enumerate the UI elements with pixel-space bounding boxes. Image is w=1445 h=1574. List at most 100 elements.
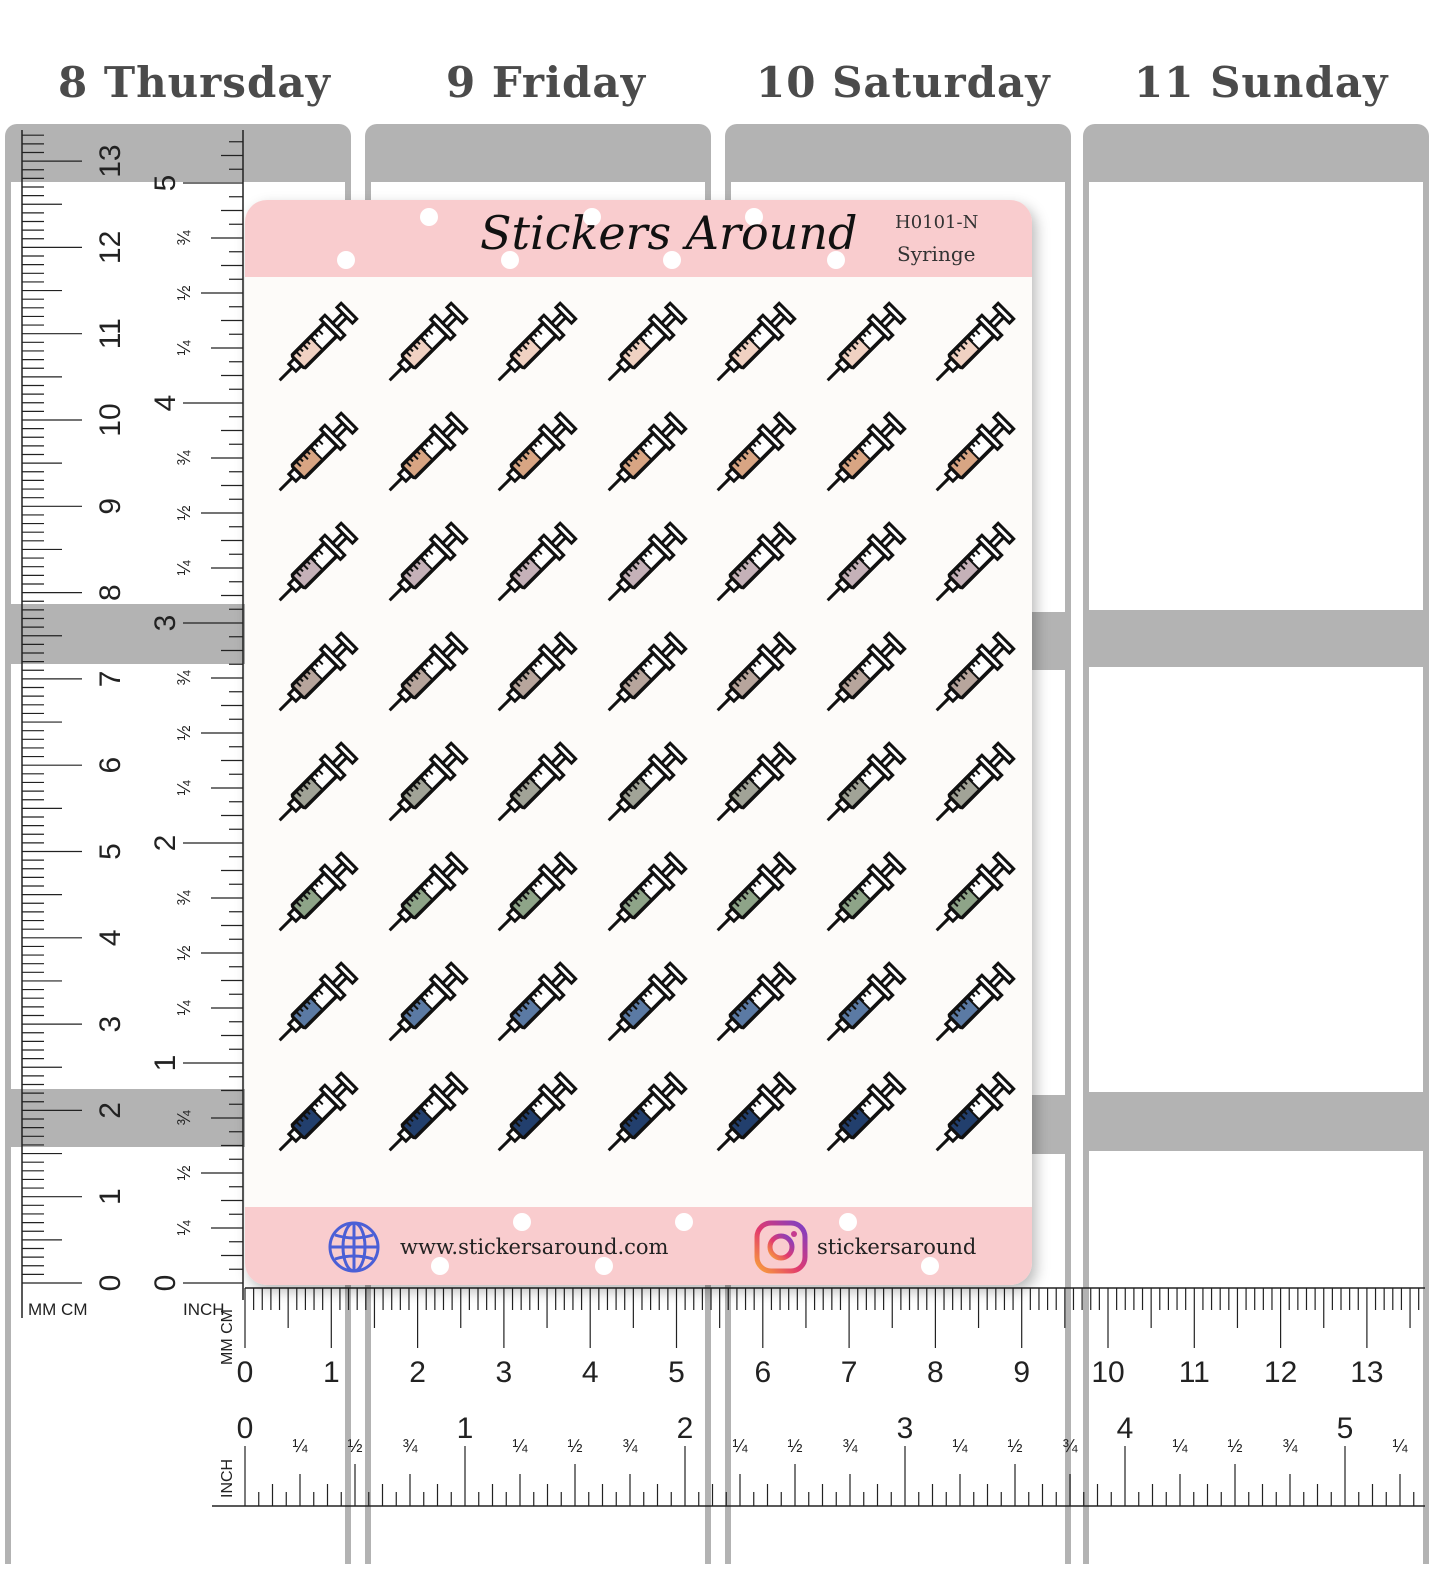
syringe-icon xyxy=(607,301,688,382)
syringe-sticker xyxy=(489,1065,579,1165)
decor-dot xyxy=(583,208,601,226)
syringe-icon xyxy=(607,631,688,712)
syringe-sticker xyxy=(818,1065,908,1165)
ruler-inch-label: ¼ xyxy=(512,1436,528,1456)
ruler-inch-label: ¾ xyxy=(402,1436,418,1456)
ruler-inch-label: ¼ xyxy=(174,1000,194,1016)
syringe-icon xyxy=(826,411,907,492)
syringe-sticker xyxy=(599,735,689,835)
ruler-cm-label: 5 xyxy=(668,1356,685,1389)
syringe-icon xyxy=(388,851,469,932)
syringe-sticker xyxy=(818,845,908,945)
syringe-icon xyxy=(497,411,578,492)
ruler-inch-label: ½ xyxy=(174,505,194,520)
ruler-cm-label: 1 xyxy=(323,1356,340,1389)
syringe-icon xyxy=(497,521,578,602)
syringe-sticker xyxy=(270,735,360,835)
syringe-icon xyxy=(716,301,797,382)
ruler-cm-label: 2 xyxy=(94,1102,127,1119)
syringe-icon xyxy=(607,741,688,822)
ruler-cm-label: 5 xyxy=(94,843,127,860)
syringe-sticker xyxy=(708,295,798,395)
syringe-icon xyxy=(935,741,1016,822)
ruler-cm-label: 9 xyxy=(94,498,127,515)
ruler-inch-label: ¾ xyxy=(174,1110,194,1126)
syringe-icon xyxy=(716,851,797,932)
product-code: H0101-N xyxy=(895,212,979,233)
ruler-cm-label: 10 xyxy=(94,403,127,436)
day-header-saturday: 10 Saturday xyxy=(756,58,1051,107)
syringe-sticker xyxy=(270,845,360,945)
ruler-cm-label: 12 xyxy=(94,231,127,264)
decor-dot xyxy=(420,208,438,226)
syringe-icon xyxy=(716,961,797,1042)
syringe-icon xyxy=(497,631,578,712)
syringe-icon xyxy=(826,631,907,712)
website-link[interactable]: www.stickersaround.com xyxy=(400,1235,669,1259)
ruler-cm-label: 10 xyxy=(1091,1356,1124,1389)
syringe-sticker xyxy=(270,625,360,725)
decor-dot xyxy=(431,1257,449,1275)
ruler-cm-label: 8 xyxy=(94,584,127,601)
syringe-icon xyxy=(716,521,797,602)
syringe-sticker xyxy=(708,1065,798,1165)
syringe-sticker xyxy=(708,515,798,615)
syringe-sticker xyxy=(599,1065,689,1165)
syringe-icon xyxy=(826,851,907,932)
brand-title: Stickers Around xyxy=(480,206,858,260)
syringe-sticker xyxy=(927,845,1017,945)
ruler-inch-label: ¾ xyxy=(622,1436,638,1456)
ruler-inch-label: ¾ xyxy=(174,450,194,466)
day-header-thursday: 8 Thursday xyxy=(58,58,331,107)
ruler-cm-label: 0 xyxy=(94,1275,127,1292)
ruler-cm-label: 9 xyxy=(1013,1356,1030,1389)
syringe-sticker xyxy=(489,625,579,725)
syringe-sticker xyxy=(380,515,470,615)
ruler-inch-label: ¼ xyxy=(292,1436,308,1456)
decor-dot xyxy=(595,1257,613,1275)
syringe-icon xyxy=(388,961,469,1042)
ruler-cm-label: 4 xyxy=(94,929,127,946)
syringe-sticker xyxy=(270,515,360,615)
syringe-icon xyxy=(278,521,359,602)
ruler-cm-label: 4 xyxy=(582,1356,599,1389)
syringe-icon xyxy=(935,961,1016,1042)
syringe-icon xyxy=(388,521,469,602)
syringe-sticker xyxy=(818,405,908,505)
syringe-sticker xyxy=(380,1065,470,1165)
sheet-footer: www.stickersaround.com stickersaround xyxy=(245,1207,1032,1285)
decor-dot xyxy=(675,1213,693,1231)
ruler-cm-label: 6 xyxy=(94,757,127,774)
ruler-inch-label: ¼ xyxy=(1392,1436,1408,1456)
ruler-inch-label: ½ xyxy=(174,725,194,740)
syringe-icon xyxy=(716,741,797,822)
syringe-sticker xyxy=(927,625,1017,725)
ruler-inch-label: ½ xyxy=(174,1165,194,1180)
syringe-icon xyxy=(388,741,469,822)
decor-dot xyxy=(921,1257,939,1275)
syringe-sticker xyxy=(708,625,798,725)
instagram-handle[interactable]: stickersaround xyxy=(817,1235,977,1259)
ruler-cm-label: 11 xyxy=(94,318,127,349)
syringe-sticker xyxy=(818,955,908,1055)
syringe-sticker xyxy=(818,735,908,835)
decor-dot xyxy=(827,251,845,269)
syringe-icon xyxy=(716,411,797,492)
ruler-inch-label: ½ xyxy=(174,945,194,960)
planner-box xyxy=(1089,667,1423,1092)
ruler-inch-label: 4 xyxy=(149,395,182,412)
syringe-icon xyxy=(607,521,688,602)
syringe-sticker xyxy=(380,845,470,945)
ruler-unit-label: MM CM xyxy=(28,1300,87,1319)
syringe-sticker xyxy=(380,955,470,1055)
syringe-icon xyxy=(497,741,578,822)
syringe-icon xyxy=(497,961,578,1042)
ruler-cm-label: 2 xyxy=(409,1356,426,1389)
ruler-inch-label: ¼ xyxy=(174,340,194,356)
syringe-sticker xyxy=(489,405,579,505)
syringe-icon xyxy=(388,301,469,382)
syringe-sticker xyxy=(818,515,908,615)
syringe-sticker xyxy=(927,405,1017,505)
ruler-inch-label: ¾ xyxy=(842,1436,858,1456)
ruler-cm-label: 0 xyxy=(237,1356,254,1389)
